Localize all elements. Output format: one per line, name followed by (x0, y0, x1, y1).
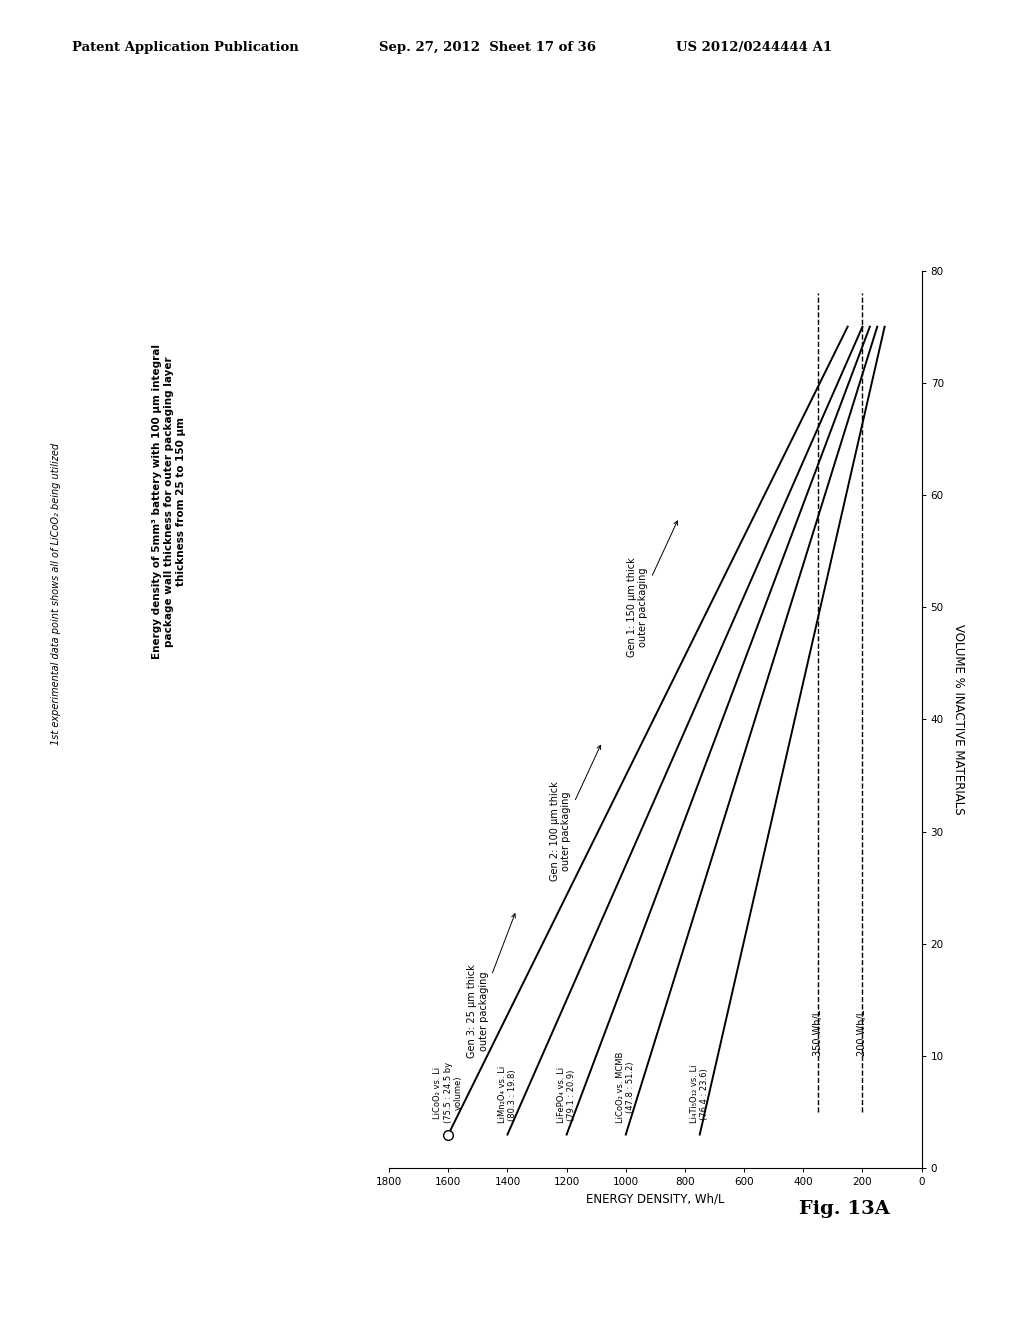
Text: Gen 1: 150 μm thick
outer packaging: Gen 1: 150 μm thick outer packaging (627, 521, 678, 657)
Text: Li₄Ti₅O₁₂ vs. Li
(76.4 : 23.6): Li₄Ti₅O₁₂ vs. Li (76.4 : 23.6) (690, 1065, 710, 1123)
Text: LiMn₂O₄ vs. Li
(80.3 : 19.8): LiMn₂O₄ vs. Li (80.3 : 19.8) (498, 1067, 517, 1123)
Text: 350 Wh/L: 350 Wh/L (813, 1010, 823, 1056)
Text: LiCoO₂ vs. Li
(75.5 : 24.5 by
volume): LiCoO₂ vs. Li (75.5 : 24.5 by volume) (433, 1063, 463, 1123)
X-axis label: ENERGY DENSITY, Wh/L: ENERGY DENSITY, Wh/L (586, 1193, 725, 1205)
Text: Patent Application Publication: Patent Application Publication (72, 41, 298, 54)
Text: Gen 2: 100 μm thick
outer packaging: Gen 2: 100 μm thick outer packaging (550, 746, 601, 882)
Text: Fig. 13A: Fig. 13A (799, 1200, 890, 1218)
Text: 200 Wh/L: 200 Wh/L (857, 1010, 867, 1056)
Text: US 2012/0244444 A1: US 2012/0244444 A1 (676, 41, 831, 54)
Text: LiFePO₄ vs. Li
(79.1 : 20.9): LiFePO₄ vs. Li (79.1 : 20.9) (557, 1067, 577, 1123)
Text: Gen 3: 25 μm thick
outer packaging: Gen 3: 25 μm thick outer packaging (467, 913, 515, 1059)
Text: Energy density of 5mm³ battery with 100 μm integral
package wall thickness for o: Energy density of 5mm³ battery with 100 … (153, 345, 185, 659)
Text: Sep. 27, 2012  Sheet 17 of 36: Sep. 27, 2012 Sheet 17 of 36 (379, 41, 596, 54)
Y-axis label: VOLUME % INACTIVE MATERIALS: VOLUME % INACTIVE MATERIALS (952, 624, 965, 814)
Text: 1st experimental data point shows all of LiCoO₂ being utilized: 1st experimental data point shows all of… (51, 444, 61, 744)
Text: LiCoO₂ vs. MCMB
(47.8 : 51.2): LiCoO₂ vs. MCMB (47.8 : 51.2) (616, 1052, 636, 1123)
